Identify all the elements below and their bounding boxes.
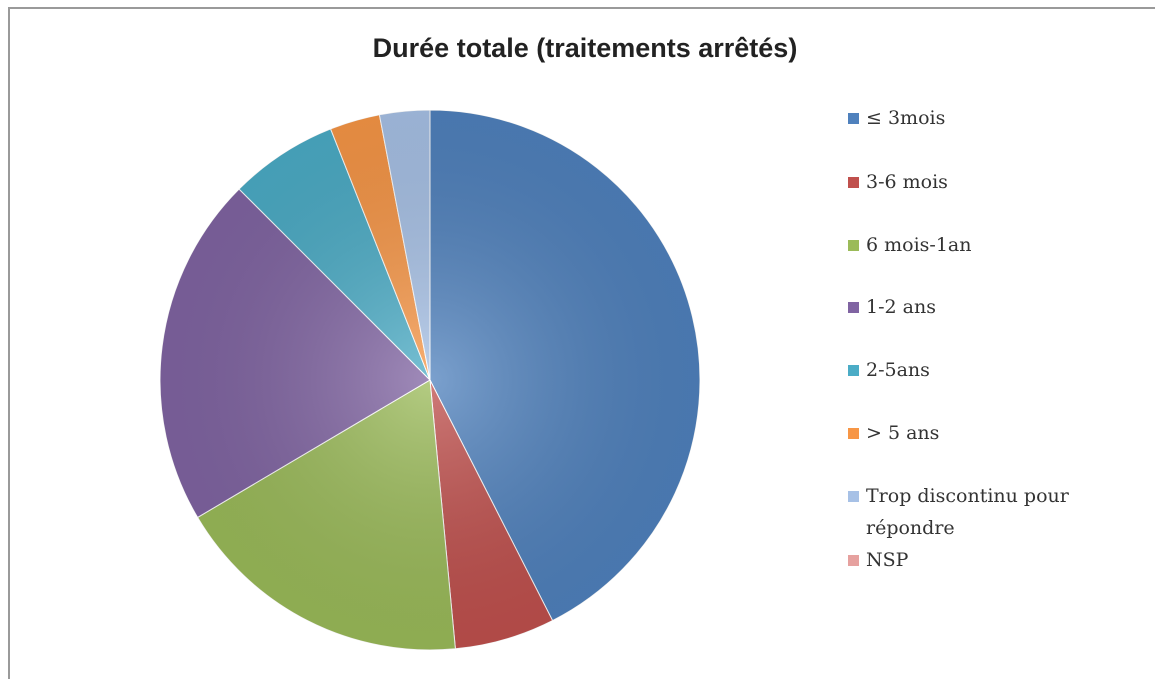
chart-frame — [8, 7, 1155, 679]
legend-label: 6 mois-1an — [866, 234, 972, 256]
legend-item: > 5 ans — [848, 417, 1118, 449]
legend-item: NSP — [848, 544, 1118, 576]
legend-label: 1-2 ans — [866, 296, 936, 318]
legend-label: 3-6 mois — [866, 171, 948, 193]
legend-item: ≤ 3mois — [848, 102, 1118, 134]
chart-title: Durée totale (traitements arrêtés) — [373, 33, 798, 63]
legend-item: 3-6 mois — [848, 166, 1118, 198]
legend-label: > 5 ans — [866, 422, 940, 444]
legend-item: 2-5ans — [848, 354, 1118, 386]
legend-swatch — [848, 113, 859, 124]
legend-item: 6 mois-1an — [848, 229, 1118, 261]
legend-swatch — [848, 428, 859, 439]
legend-swatch — [848, 491, 859, 502]
legend-swatch — [848, 240, 859, 251]
legend-label: 2-5ans — [866, 359, 930, 381]
legend-swatch — [848, 365, 859, 376]
legend-swatch — [848, 555, 859, 566]
pie — [159, 109, 701, 651]
legend-swatch — [848, 177, 859, 188]
legend-item: 1-2 ans — [848, 291, 1118, 323]
legend-item: Trop discontinu pour répondre — [848, 480, 1118, 544]
legend-swatch — [848, 302, 859, 313]
legend-label: NSP — [866, 549, 909, 571]
legend-label: ≤ 3mois — [866, 107, 946, 129]
legend-label: Trop discontinu pour répondre — [866, 485, 1069, 539]
